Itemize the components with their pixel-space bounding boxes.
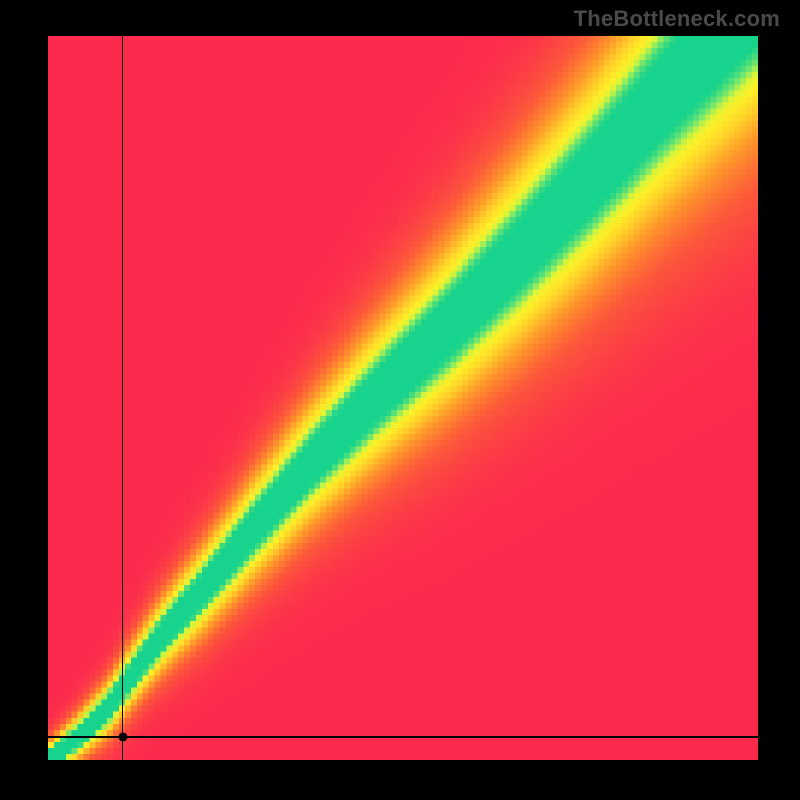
crosshair-horizontal xyxy=(48,736,758,737)
heatmap-canvas xyxy=(48,36,758,760)
crosshair-marker xyxy=(118,732,127,741)
watermark-text: TheBottleneck.com xyxy=(574,6,780,32)
chart-frame: TheBottleneck.com xyxy=(0,0,800,800)
crosshair-vertical xyxy=(122,36,123,760)
heatmap-plot xyxy=(48,36,758,760)
